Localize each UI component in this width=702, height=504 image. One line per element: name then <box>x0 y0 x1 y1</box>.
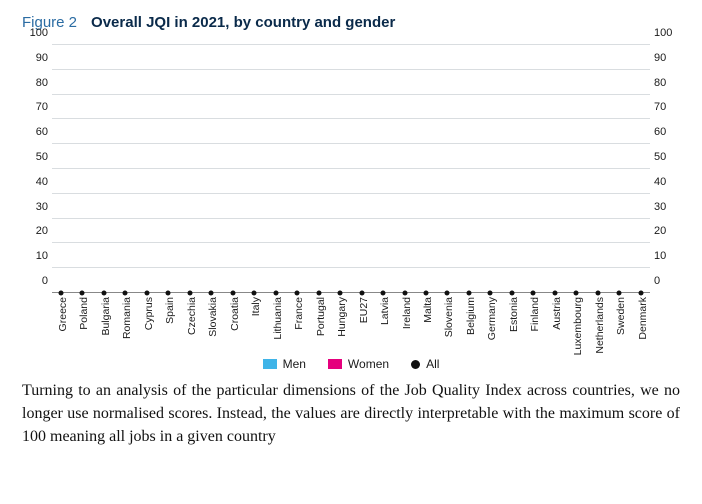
y-tick-left: 20 <box>24 225 48 237</box>
plot-area: GreecePolandBulgariaRomaniaCyprusSpainCz… <box>52 45 650 293</box>
x-tick-label: Portugal <box>315 293 327 336</box>
y-tick-left: 90 <box>24 52 48 64</box>
x-tick-label: Finland <box>529 293 541 331</box>
x-tick-label: Denmark <box>637 293 649 340</box>
x-tick-label: Romania <box>121 293 133 339</box>
grid-line <box>52 143 650 144</box>
x-tick-label: Cyprus <box>143 293 155 330</box>
x-tick-label: Hungary <box>336 293 348 337</box>
x-tick-label: Lithuania <box>272 293 284 340</box>
legend-swatch-men <box>263 359 277 369</box>
y-tick-right: 0 <box>654 275 678 287</box>
y-tick-left: 30 <box>24 201 48 213</box>
legend-label-all: All <box>426 357 439 371</box>
y-tick-right: 30 <box>654 201 678 213</box>
legend-dot-all <box>411 360 420 369</box>
legend-item-women: Women <box>328 357 389 371</box>
x-tick-label: Italy <box>250 293 262 316</box>
body-paragraph: Turning to an analysis of the particular… <box>22 379 680 449</box>
y-tick-right: 40 <box>654 176 678 188</box>
legend-item-men: Men <box>263 357 306 371</box>
y-tick-left: 80 <box>24 77 48 89</box>
y-tick-left: 70 <box>24 101 48 113</box>
y-tick-right: 10 <box>654 250 678 262</box>
grid-line <box>52 44 650 45</box>
y-tick-right: 60 <box>654 126 678 138</box>
x-tick-label: Bulgaria <box>100 293 112 336</box>
figure-title: Overall JQI in 2021, by country and gend… <box>91 14 395 31</box>
x-tick-label: Estonia <box>508 293 520 332</box>
legend-label-men: Men <box>283 357 306 371</box>
y-tick-right: 100 <box>654 27 678 39</box>
x-tick-label: Germany <box>486 293 498 340</box>
grid-line <box>52 267 650 268</box>
grid-line <box>52 242 650 243</box>
x-tick-label: Slovakia <box>207 293 219 337</box>
y-tick-left: 60 <box>24 126 48 138</box>
legend: Men Women All <box>22 357 680 371</box>
x-tick-label: Austria <box>551 293 563 330</box>
y-tick-right: 50 <box>654 151 678 163</box>
jqi-chart: Greece Poland Bulgaria Romania Cyprus Spain Cz… <box>22 37 680 371</box>
x-tick-label: Poland <box>78 293 90 330</box>
grid-line <box>52 168 650 169</box>
x-tick-label: Netherlands <box>594 293 606 354</box>
y-tick-left: 10 <box>24 250 48 262</box>
figure-heading: Figure 2 Overall JQI in 2021, by country… <box>22 14 680 31</box>
y-tick-left: 40 <box>24 176 48 188</box>
grid-line <box>52 69 650 70</box>
legend-item-all: All <box>411 357 439 371</box>
y-tick-right: 70 <box>654 101 678 113</box>
y-tick-left: 50 <box>24 151 48 163</box>
y-tick-right: 90 <box>654 52 678 64</box>
grid-line <box>52 94 650 95</box>
grid-line <box>52 118 650 119</box>
y-tick-right: 80 <box>654 77 678 89</box>
x-tick-label: Sweden <box>615 293 627 335</box>
x-tick-label: Ireland <box>401 293 413 329</box>
legend-swatch-women <box>328 359 342 369</box>
y-tick-right: 20 <box>654 225 678 237</box>
y-tick-left: 0 <box>24 275 48 287</box>
grid-line <box>52 218 650 219</box>
legend-label-women: Women <box>348 357 389 371</box>
x-tick-label: Spain <box>164 293 176 324</box>
x-tick-label: Greece <box>57 293 69 331</box>
x-tick-label: France <box>293 293 305 330</box>
bars-container: GreecePolandBulgariaRomaniaCyprusSpainCz… <box>52 45 650 293</box>
x-tick-label: Luxembourg <box>572 293 584 355</box>
x-tick-label: Slovenia <box>443 293 455 337</box>
x-tick-label: Malta <box>422 293 434 323</box>
x-tick-label: EU27 <box>358 293 370 323</box>
x-tick-label: Latvia <box>379 293 391 325</box>
x-tick-label: Belgium <box>465 293 477 335</box>
y-tick-left: 100 <box>24 27 48 39</box>
x-tick-label: Czechia <box>186 293 198 335</box>
grid-line <box>52 193 650 194</box>
x-tick-label: Croatia <box>229 293 241 331</box>
page: Figure 2 Overall JQI in 2021, by country… <box>0 0 702 504</box>
